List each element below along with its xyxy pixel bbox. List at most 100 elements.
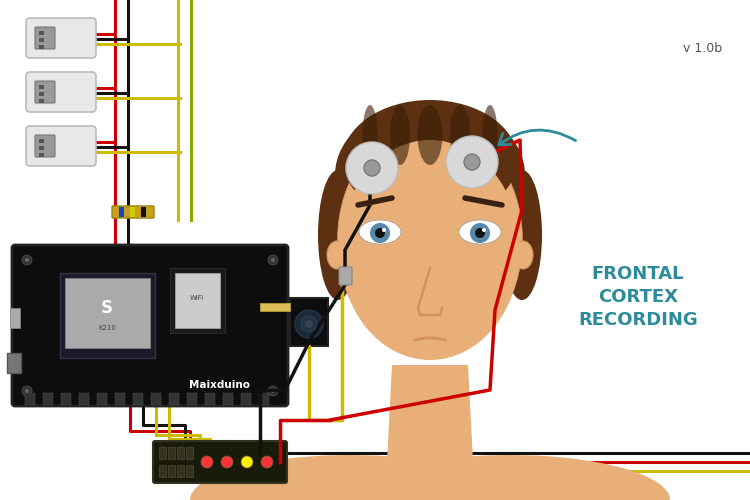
Bar xyxy=(39,38,44,42)
Circle shape xyxy=(271,258,275,262)
Bar xyxy=(159,447,166,459)
Circle shape xyxy=(261,456,273,468)
Bar xyxy=(39,153,44,157)
Bar xyxy=(133,393,143,405)
Bar xyxy=(79,393,89,405)
FancyBboxPatch shape xyxy=(153,441,287,483)
Bar xyxy=(39,146,44,150)
Bar xyxy=(175,273,220,328)
Text: K210: K210 xyxy=(98,325,116,331)
Ellipse shape xyxy=(390,105,410,165)
Bar xyxy=(177,465,184,477)
Circle shape xyxy=(25,389,29,393)
Bar xyxy=(10,308,20,328)
Bar xyxy=(39,45,44,49)
Bar xyxy=(260,303,290,311)
Bar xyxy=(130,207,135,217)
Bar xyxy=(187,393,197,405)
Ellipse shape xyxy=(327,241,347,269)
Ellipse shape xyxy=(318,170,358,300)
Bar xyxy=(159,465,166,477)
FancyArrowPatch shape xyxy=(499,130,575,145)
Ellipse shape xyxy=(362,105,377,165)
Text: FRONTAL
CORTEX
RECORDING: FRONTAL CORTEX RECORDING xyxy=(578,265,698,329)
Circle shape xyxy=(482,228,486,232)
Bar xyxy=(290,298,328,346)
Circle shape xyxy=(221,456,233,468)
Ellipse shape xyxy=(502,170,542,300)
Bar xyxy=(186,447,193,459)
Circle shape xyxy=(375,228,385,238)
Circle shape xyxy=(25,258,29,262)
Circle shape xyxy=(470,223,490,243)
Ellipse shape xyxy=(418,105,442,165)
Circle shape xyxy=(370,223,390,243)
Polygon shape xyxy=(385,365,475,500)
Ellipse shape xyxy=(190,455,510,500)
Circle shape xyxy=(346,142,398,194)
Bar xyxy=(39,31,44,35)
Bar xyxy=(169,393,179,405)
Bar xyxy=(39,99,44,103)
Bar xyxy=(43,393,53,405)
Circle shape xyxy=(22,255,32,265)
Circle shape xyxy=(201,456,213,468)
Bar xyxy=(25,393,35,405)
FancyBboxPatch shape xyxy=(112,206,154,218)
Bar xyxy=(241,393,251,405)
Ellipse shape xyxy=(350,455,670,500)
FancyBboxPatch shape xyxy=(26,72,96,112)
Bar xyxy=(177,447,184,459)
Bar xyxy=(61,393,71,405)
Circle shape xyxy=(301,316,317,332)
Text: S: S xyxy=(101,299,113,317)
Bar xyxy=(205,393,215,405)
Circle shape xyxy=(295,310,323,338)
Circle shape xyxy=(464,154,480,170)
Circle shape xyxy=(446,136,498,188)
FancyBboxPatch shape xyxy=(35,135,55,157)
FancyBboxPatch shape xyxy=(339,267,352,285)
Circle shape xyxy=(364,160,380,176)
Ellipse shape xyxy=(359,220,401,244)
Ellipse shape xyxy=(343,100,518,220)
Bar xyxy=(141,207,146,217)
Bar xyxy=(60,273,155,358)
Bar xyxy=(65,278,150,348)
Circle shape xyxy=(382,228,386,232)
Text: WiFi: WiFi xyxy=(190,295,204,301)
Bar xyxy=(39,92,44,96)
Circle shape xyxy=(268,255,278,265)
Ellipse shape xyxy=(450,105,470,165)
Bar xyxy=(168,447,175,459)
Ellipse shape xyxy=(340,140,520,360)
Bar xyxy=(223,393,233,405)
Bar xyxy=(39,85,44,89)
Circle shape xyxy=(271,389,275,393)
Bar xyxy=(7,353,21,373)
Circle shape xyxy=(241,456,253,468)
Bar xyxy=(115,393,125,405)
FancyBboxPatch shape xyxy=(35,81,55,103)
Text: Maixduino: Maixduino xyxy=(190,380,250,390)
FancyBboxPatch shape xyxy=(12,245,288,406)
Bar xyxy=(259,393,269,405)
Bar xyxy=(168,465,175,477)
Ellipse shape xyxy=(335,102,525,248)
Circle shape xyxy=(305,320,313,328)
FancyBboxPatch shape xyxy=(35,27,55,49)
Circle shape xyxy=(268,386,278,396)
Bar xyxy=(186,465,193,477)
Circle shape xyxy=(22,386,32,396)
Bar xyxy=(119,207,124,217)
Ellipse shape xyxy=(338,122,523,358)
FancyBboxPatch shape xyxy=(26,18,96,58)
FancyBboxPatch shape xyxy=(26,126,96,166)
Ellipse shape xyxy=(482,105,497,165)
Bar xyxy=(97,393,107,405)
Ellipse shape xyxy=(513,241,533,269)
Circle shape xyxy=(475,228,485,238)
Bar xyxy=(39,139,44,143)
Bar xyxy=(170,268,225,333)
Text: v 1.0b: v 1.0b xyxy=(683,42,722,55)
